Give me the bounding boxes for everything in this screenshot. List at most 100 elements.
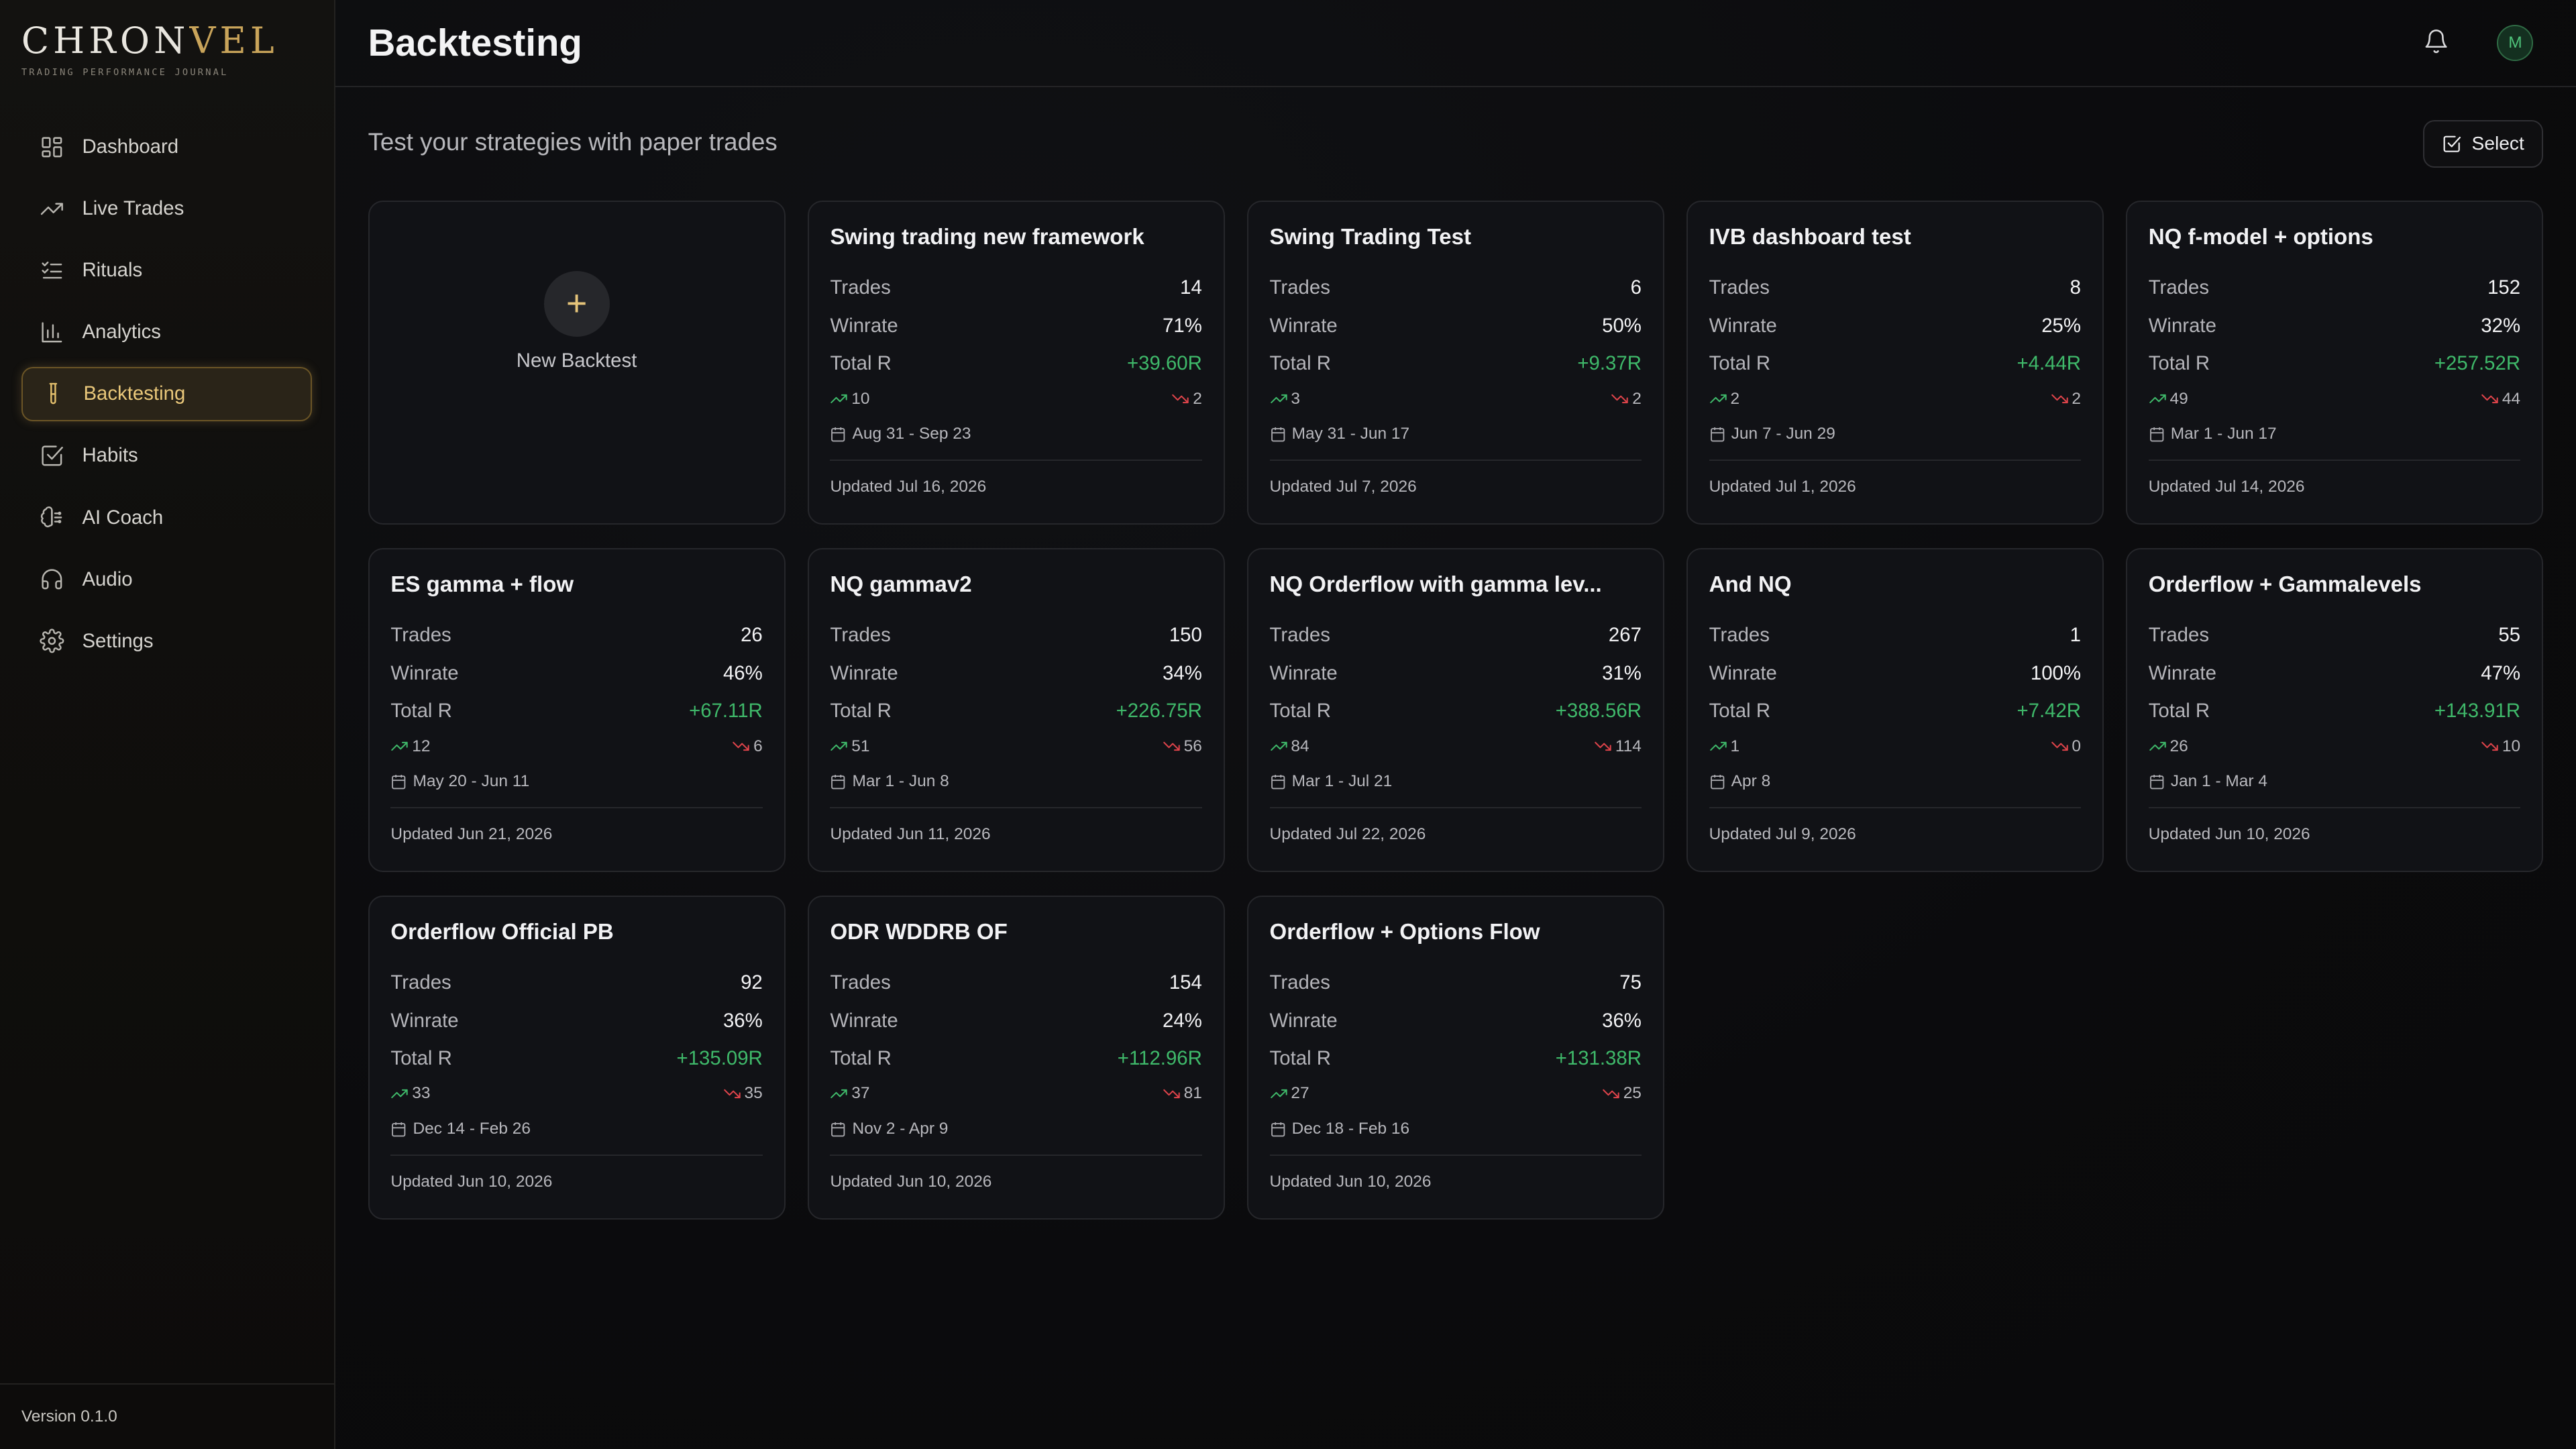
total-r-label: Total R — [1709, 699, 1771, 722]
trades-label: Trades — [830, 276, 891, 299]
losses-value: 2 — [2072, 389, 2081, 408]
trending-down-icon — [1171, 390, 1193, 408]
backtest-title: ES gamma + flow — [390, 572, 574, 597]
trades-row: Trades 1 — [1709, 616, 2081, 654]
trending-up-icon — [1270, 390, 1291, 408]
sidebar-item-rituals[interactable]: Rituals — [21, 244, 312, 298]
backtest-title: ODR WDDRB OF — [830, 919, 1008, 945]
backtest-card[interactable]: Orderflow Official PB Trades 92 Winrate 36% T… — [368, 895, 786, 1220]
headphones-icon — [40, 567, 64, 592]
sidebar-item-ai-coach[interactable]: AI Coach — [21, 490, 312, 545]
calendar-icon — [1270, 426, 1292, 442]
calendar-icon — [2149, 426, 2171, 442]
page-title: Backtesting — [368, 21, 582, 64]
backtest-card[interactable]: NQ f-model + options Trades 152 Winrate 32% T… — [2125, 200, 2543, 525]
backtest-card[interactable]: NQ Orderflow with gamma lev... Trades 267 W… — [1246, 547, 1664, 873]
losses-count: 6 — [732, 737, 763, 756]
sidebar-item-live-trades[interactable]: Live Trades — [21, 182, 312, 236]
wins-count: 37 — [830, 1084, 870, 1103]
date-range-value: Nov 2 - Apr 9 — [852, 1120, 949, 1138]
losses-count: 81 — [1163, 1084, 1202, 1103]
trending-up-icon — [830, 390, 851, 408]
losses-count: 44 — [2481, 390, 2520, 409]
date-range: Aug 31 - Sep 23 — [830, 415, 1201, 453]
sidebar-item-habits[interactable]: Habits — [21, 429, 312, 483]
trades-value: 1 — [2070, 624, 2081, 647]
trending-down-icon — [2481, 737, 2502, 755]
date-range: Dec 18 - Feb 16 — [1270, 1110, 1642, 1148]
calendar-icon — [2149, 773, 2171, 790]
trending-up-icon — [2149, 737, 2170, 755]
trending-up-icon — [830, 737, 851, 755]
winrate-value: 31% — [1602, 661, 1642, 684]
trades-value: 154 — [1169, 971, 1202, 994]
winrate-label: Winrate — [2148, 314, 2216, 337]
win-loss-row: 10 2 — [830, 382, 1202, 415]
backtest-card[interactable]: Orderflow + Options Flow Trades 75 Winrate 3… — [1246, 895, 1664, 1220]
winrate-value: 36% — [1602, 1009, 1642, 1032]
backtest-card[interactable]: Swing Trading Test Trades 6 Winrate 50% Total… — [1246, 200, 1664, 525]
backtest-card[interactable]: ODR WDDRB OF Trades 154 Winrate 24% Total R +1… — [807, 895, 1225, 1220]
sidebar-item-label: Analytics — [82, 321, 161, 343]
sidebar-item-label: Dashboard — [82, 136, 179, 158]
sidebar-item-label: Rituals — [82, 259, 143, 282]
losses-value: 2 — [1632, 389, 1642, 408]
updated-label: Updated Jun 21, 2026 — [390, 807, 763, 843]
total-r-row: Total R +257.52R — [2149, 345, 2520, 382]
sidebar-item-dashboard[interactable]: Dashboard — [21, 120, 312, 174]
wins-value: 12 — [412, 737, 431, 755]
winrate-label: Winrate — [390, 661, 459, 684]
losses-value: 114 — [1615, 737, 1642, 755]
calendar-icon — [830, 1121, 852, 1137]
trades-row: Trades 8 — [1709, 269, 2081, 307]
sidebar-item-label: Backtesting — [83, 382, 186, 405]
date-range: May 20 - Jun 11 — [390, 763, 762, 800]
backtest-card[interactable]: NQ gammav2 Trades 150 Winrate 34% Total R +226… — [807, 547, 1225, 873]
sidebar-item-analytics[interactable]: Analytics — [21, 305, 312, 360]
backtest-card[interactable]: Orderflow + Gammalevels Trades 55 Winrate 47… — [2125, 547, 2543, 873]
trades-value: 8 — [2070, 276, 2081, 299]
winrate-row: Winrate 71% — [830, 307, 1201, 344]
trades-label: Trades — [1269, 276, 1330, 299]
new-backtest-card[interactable]: + New Backtest — [368, 200, 786, 525]
date-range: Nov 2 - Apr 9 — [830, 1110, 1201, 1148]
bell-icon[interactable] — [2423, 28, 2449, 54]
winrate-label: Winrate — [830, 661, 898, 684]
winrate-value: 36% — [722, 1009, 763, 1032]
updated-label: Updated Jul 9, 2026 — [1709, 807, 2081, 843]
brand-name: CHRONVEL — [21, 19, 278, 62]
wins-value: 51 — [851, 737, 870, 755]
total-r-value: +67.11R — [689, 699, 763, 722]
sidebar-item-audio[interactable]: Audio — [21, 552, 312, 606]
backtest-card[interactable]: Swing trading new framework Trades 14 Winra… — [807, 200, 1225, 525]
sidebar-item-backtesting[interactable]: Backtesting — [21, 367, 313, 421]
date-range-value: Jan 1 - Mar 4 — [2170, 772, 2267, 791]
winrate-label: Winrate — [390, 1009, 459, 1032]
trades-label: Trades — [1709, 276, 1770, 299]
wins-count: 3 — [1270, 390, 1300, 409]
brand-logo[interactable]: CHRONVEL TRADING PERFORMANCE JOURNAL — [21, 19, 278, 77]
date-range-value: Mar 1 - Jun 8 — [852, 772, 949, 791]
win-loss-row: 26 10 — [2149, 730, 2520, 763]
avatar[interactable]: M — [2497, 24, 2534, 61]
trades-row: Trades 154 — [830, 964, 1201, 1002]
losses-count: 25 — [1602, 1084, 1642, 1103]
updated-label: Updated Jun 10, 2026 — [830, 1155, 1202, 1191]
updated-label: Updated Jul 22, 2026 — [1269, 807, 1642, 843]
winrate-row: Winrate 24% — [830, 1002, 1201, 1039]
sidebar-item-label: Live Trades — [82, 197, 184, 220]
trades-row: Trades 150 — [830, 616, 1201, 654]
gear-icon — [40, 629, 64, 653]
total-r-label: Total R — [390, 699, 452, 722]
date-range-value: Aug 31 - Sep 23 — [852, 425, 971, 443]
backtest-card[interactable]: ES gamma + flow Trades 26 Winrate 46% Total R… — [368, 547, 786, 873]
wins-count: 1 — [1709, 737, 1739, 756]
total-r-row: Total R +112.96R — [830, 1040, 1201, 1077]
select-button[interactable]: Select — [2423, 119, 2544, 168]
version-label: Version 0.1.0 — [0, 1383, 334, 1449]
backtest-title: Orderflow + Gammalevels — [2148, 572, 2422, 597]
sidebar-item-settings[interactable]: Settings — [21, 614, 312, 668]
backtest-card[interactable]: And NQ Trades 1 Winrate 100% Total R +7.42R 1 0 A… — [1686, 547, 2104, 873]
backtest-card[interactable]: IVB dashboard test Trades 8 Winrate 25% Total… — [1686, 200, 2104, 525]
